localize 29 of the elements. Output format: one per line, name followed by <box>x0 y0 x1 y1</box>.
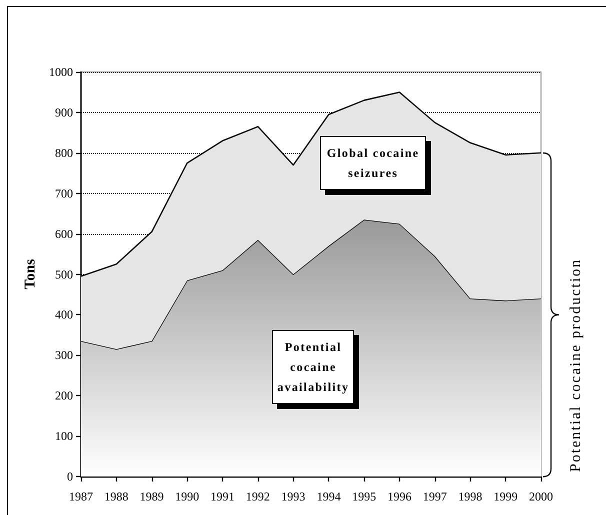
y-tick-label: 500 <box>55 267 73 282</box>
y-tick-label: 1000 <box>49 65 73 79</box>
x-tick-label: 1995 <box>352 490 376 504</box>
y-tick-label: 900 <box>55 105 73 120</box>
x-tick-label: 1996 <box>387 490 412 504</box>
x-tick-label: 1993 <box>281 490 306 504</box>
x-tick-label: 1997 <box>422 490 447 504</box>
x-tick-label: 1991 <box>210 490 235 504</box>
y-tick-label: 600 <box>55 226 73 241</box>
x-tick-label: 1992 <box>246 490 270 504</box>
y-tick-label: 300 <box>55 348 73 362</box>
x-tick-label: 1998 <box>458 490 482 504</box>
x-tick-label: 1990 <box>175 490 200 504</box>
x-tick-label: 2000 <box>529 490 553 504</box>
x-tick-label: 1994 <box>316 490 341 504</box>
x-tick-label: 1988 <box>104 490 128 504</box>
x-tick-label: 1999 <box>494 490 518 504</box>
text: Potential cocaine production <box>568 258 585 472</box>
x-tick-label: 1987 <box>69 490 93 504</box>
y-tick-label: 100 <box>55 429 73 444</box>
y-tick-label: 800 <box>55 146 73 160</box>
x-tick-label: 1989 <box>140 490 164 504</box>
y-tick-label: 400 <box>55 308 73 322</box>
series-label: Potential cocaine availability <box>277 340 350 394</box>
series-label: Global cocaine seizures <box>326 146 420 180</box>
y-tick-label: 700 <box>55 186 73 200</box>
y-tick-label: 0 <box>67 470 73 484</box>
y-tick-label: 200 <box>55 388 73 403</box>
y-axis-title: Tons <box>22 258 39 290</box>
